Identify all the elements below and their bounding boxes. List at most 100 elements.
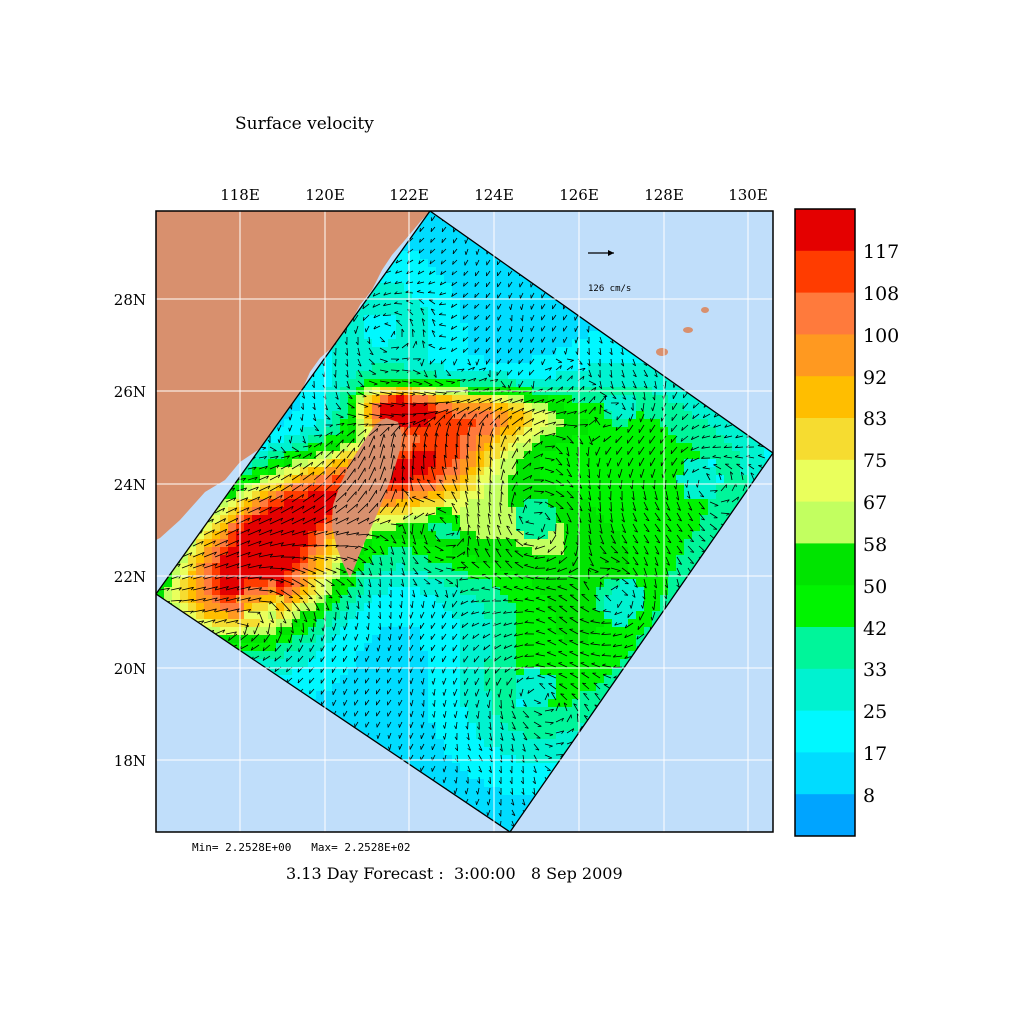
- speed-cell: [508, 371, 517, 380]
- speed-cell: [692, 435, 701, 444]
- speed-cell: [580, 643, 589, 652]
- speed-cell: [372, 659, 381, 668]
- speed-cell: [396, 627, 405, 636]
- speed-cell: [500, 579, 509, 588]
- speed-cell: [468, 667, 477, 676]
- speed-cell: [412, 307, 421, 316]
- speed-cell: [620, 443, 629, 452]
- speed-cell: [476, 267, 485, 276]
- speed-cell: [452, 483, 461, 492]
- speed-cell: [476, 555, 485, 564]
- speed-cell: [356, 715, 365, 724]
- speed-cell: [636, 627, 645, 636]
- speed-cell: [364, 555, 373, 564]
- speed-cell: [540, 451, 549, 460]
- speed-cell: [428, 427, 437, 436]
- speed-cell: [524, 563, 533, 572]
- speed-cell: [476, 251, 485, 260]
- speed-cell: [644, 491, 653, 500]
- speed-cell: [452, 555, 461, 564]
- speed-cell: [260, 523, 269, 532]
- speed-cell: [284, 611, 293, 620]
- speed-cell: [580, 347, 589, 356]
- speed-cell: [380, 643, 389, 652]
- speed-cell: [444, 499, 453, 508]
- speed-cell: [372, 611, 381, 620]
- speed-cell: [580, 683, 589, 692]
- speed-cell: [700, 443, 709, 452]
- speed-cell: [452, 275, 461, 284]
- speed-cell: [620, 627, 629, 636]
- speed-cell: [580, 403, 589, 412]
- speed-cell: [292, 579, 301, 588]
- speed-cell: [532, 395, 541, 404]
- speed-cell: [596, 427, 605, 436]
- speed-cell: [348, 627, 357, 636]
- speed-cell: [628, 371, 637, 380]
- speed-cell: [404, 691, 413, 700]
- speed-cell: [644, 563, 653, 572]
- speed-cell: [396, 403, 405, 412]
- speed-cell: [612, 515, 621, 524]
- speed-cell: [524, 491, 533, 500]
- speed-cell: [284, 643, 293, 652]
- speed-cell: [404, 251, 413, 260]
- speed-cell: [428, 411, 437, 420]
- speed-cell: [412, 587, 421, 596]
- speed-cell: [604, 451, 613, 460]
- speed-cell: [652, 451, 661, 460]
- speed-cell: [244, 475, 253, 484]
- speed-cell: [284, 651, 293, 660]
- speed-cell: [604, 459, 613, 468]
- speed-cell: [412, 683, 421, 692]
- speed-cell: [588, 555, 597, 564]
- speed-cell: [524, 555, 533, 564]
- speed-cell: [524, 419, 533, 428]
- speed-cell: [516, 475, 525, 484]
- speed-cell: [380, 611, 389, 620]
- speed-cell: [508, 651, 517, 660]
- speed-cell: [524, 363, 533, 372]
- speed-cell: [348, 443, 357, 452]
- speed-cell: [604, 659, 613, 668]
- speed-cell: [460, 555, 469, 564]
- speed-cell: [404, 451, 413, 460]
- speed-cell: [604, 643, 613, 652]
- speed-cell: [612, 467, 621, 476]
- speed-cell: [724, 459, 733, 468]
- speed-cell: [244, 627, 253, 636]
- speed-cell: [276, 475, 285, 484]
- speed-cell: [548, 563, 557, 572]
- speed-cell: [412, 379, 421, 388]
- speed-cell: [412, 491, 421, 500]
- speed-cell: [364, 363, 373, 372]
- speed-cell: [604, 547, 613, 556]
- speed-cell: [388, 579, 397, 588]
- speed-cell: [540, 555, 549, 564]
- speed-cell: [684, 451, 693, 460]
- speed-cell: [308, 507, 317, 516]
- speed-cell: [188, 603, 197, 612]
- speed-cell: [348, 347, 357, 356]
- speed-cell: [500, 307, 509, 316]
- speed-cell: [244, 547, 253, 556]
- speed-cell: [428, 603, 437, 612]
- speed-cell: [420, 619, 429, 628]
- speed-cell: [452, 643, 461, 652]
- speed-cell: [588, 571, 597, 580]
- speed-cell: [372, 691, 381, 700]
- speed-cell: [492, 651, 501, 660]
- speed-cell: [508, 427, 517, 436]
- speed-cell: [452, 491, 461, 500]
- speed-cell: [436, 483, 445, 492]
- speed-cell: [404, 435, 413, 444]
- speed-cell: [484, 363, 493, 372]
- speed-cell: [412, 571, 421, 580]
- speed-cell: [476, 379, 485, 388]
- speed-cell: [596, 419, 605, 428]
- speed-cell: [460, 515, 469, 524]
- speed-cell: [580, 579, 589, 588]
- speed-cell: [516, 467, 525, 476]
- speed-cell: [428, 299, 437, 308]
- speed-cell: [356, 563, 365, 572]
